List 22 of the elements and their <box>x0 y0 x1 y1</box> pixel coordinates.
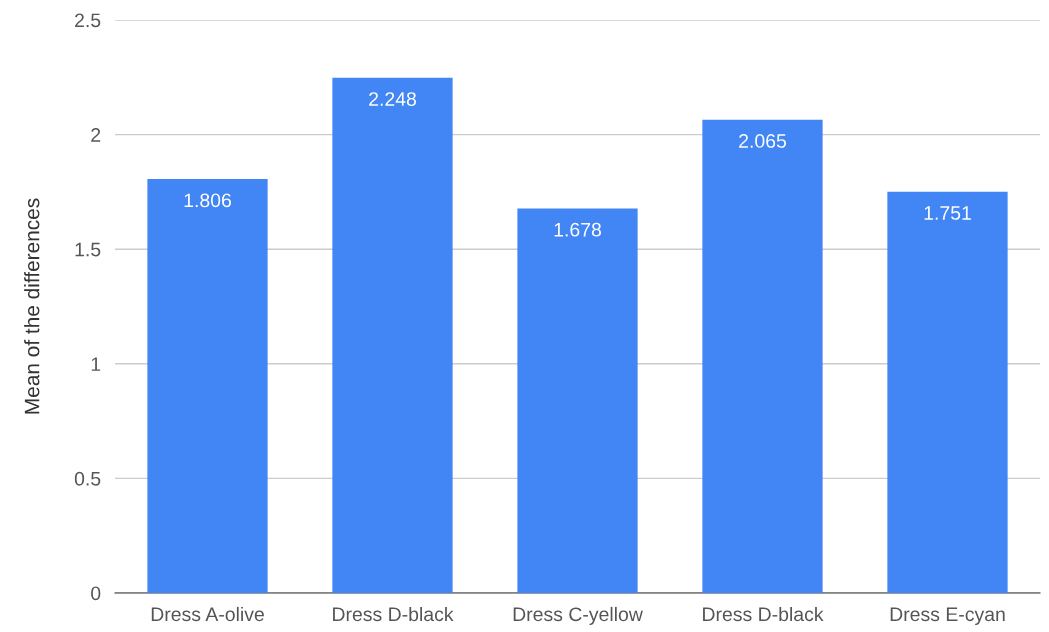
data-label: 2.248 <box>369 92 416 106</box>
x-tick-label: Dress E-cyan <box>890 607 1005 626</box>
x-tick-label: Dress A-olive <box>151 606 264 622</box>
y-tick-label: 2 <box>91 128 101 142</box>
bar <box>517 208 638 593</box>
data-label: 2.065 <box>739 134 787 148</box>
data-label: 1.806 <box>184 193 231 208</box>
data-label: 1.751 <box>924 206 971 220</box>
bar <box>887 191 1008 593</box>
y-tick-label: 0 <box>91 586 101 601</box>
x-tick-label: Dress D-black <box>333 606 454 622</box>
x-tick-label: Dress C-yellow <box>513 606 643 626</box>
y-tick-label: 0.5 <box>74 471 101 486</box>
bar <box>332 77 453 593</box>
data-label: 1.678 <box>554 222 601 237</box>
y-axis-title: Mean of the differences <box>24 198 40 414</box>
bar <box>147 179 268 593</box>
x-tick-label: Dress D-black <box>703 606 824 622</box>
bar <box>702 119 823 593</box>
y-tick-label: 2.5 <box>75 13 101 28</box>
y-tick-label: 1.5 <box>75 242 101 257</box>
y-tick-label: 1 <box>91 357 101 371</box>
